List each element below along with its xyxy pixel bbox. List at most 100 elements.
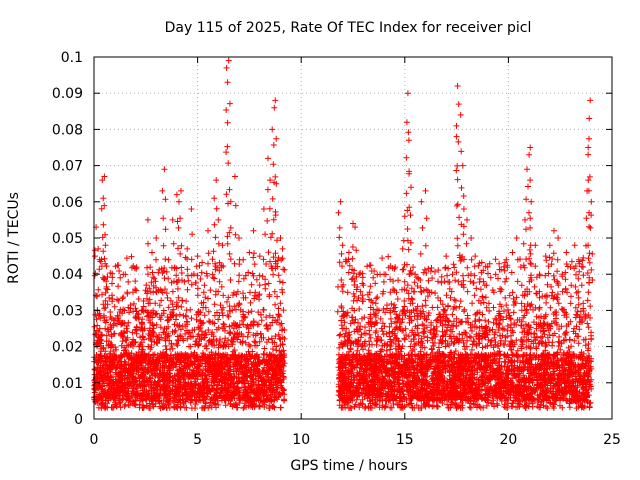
data-point	[494, 402, 501, 409]
data-point	[507, 315, 513, 322]
data-point	[163, 355, 170, 362]
data-point	[183, 298, 190, 305]
data-point	[243, 397, 250, 404]
data-point	[198, 328, 205, 335]
data-point	[173, 403, 180, 410]
data-point	[162, 342, 169, 349]
data-point	[202, 400, 209, 407]
data-point	[227, 256, 234, 263]
grid-lines	[94, 57, 612, 419]
data-point	[174, 356, 181, 363]
data-point	[195, 371, 202, 378]
data-point	[279, 279, 286, 286]
data-point	[120, 395, 127, 402]
data-point	[150, 322, 157, 329]
data-point	[467, 404, 474, 411]
data-point	[218, 375, 225, 382]
data-point	[264, 325, 271, 332]
data-point	[170, 355, 177, 362]
data-point	[260, 334, 267, 341]
data-point	[135, 371, 142, 378]
data-point	[163, 346, 170, 353]
data-point	[362, 403, 369, 410]
data-point	[151, 275, 158, 282]
data-point	[227, 363, 234, 370]
data-point	[193, 380, 200, 387]
data-point	[273, 343, 280, 350]
data-point	[336, 332, 343, 339]
data-point	[262, 368, 269, 375]
data-point	[121, 403, 128, 410]
data-point	[231, 347, 238, 354]
data-point	[255, 377, 262, 384]
data-point	[278, 320, 285, 327]
data-point	[248, 308, 255, 315]
data-point	[202, 294, 209, 301]
data-point	[258, 317, 265, 324]
data-point	[189, 392, 196, 399]
data-point	[124, 372, 131, 379]
chart-title: Day 115 of 2025, Rate Of TEC Index for r…	[165, 20, 532, 36]
data-point	[160, 307, 167, 314]
data-point	[251, 261, 258, 268]
data-point	[183, 395, 190, 402]
data-point	[556, 333, 563, 340]
data-point	[167, 354, 174, 361]
data-point	[111, 351, 118, 358]
data-point	[469, 328, 475, 334]
data-point	[128, 253, 135, 260]
data-point	[251, 338, 258, 345]
data-point	[253, 276, 260, 283]
data-point	[101, 255, 108, 262]
data-point	[275, 272, 282, 279]
data-point	[188, 315, 195, 322]
data-point	[227, 329, 234, 336]
data-point	[270, 403, 277, 410]
data-point	[576, 326, 583, 333]
data-point	[110, 404, 117, 411]
data-point	[276, 313, 283, 320]
data-point	[270, 271, 277, 278]
data-point	[176, 368, 183, 375]
data-point	[275, 312, 282, 318]
data-point	[223, 376, 229, 383]
data-point	[247, 343, 254, 350]
data-point	[248, 281, 255, 288]
data-point	[193, 316, 200, 323]
data-point	[280, 397, 287, 404]
data-point	[178, 303, 185, 310]
data-point	[566, 404, 573, 411]
data-point	[116, 397, 122, 404]
data-point	[269, 346, 276, 352]
data-point	[236, 272, 243, 279]
data-point	[201, 312, 208, 319]
data-point	[155, 378, 162, 385]
data-point	[183, 404, 190, 411]
data-point	[143, 403, 150, 410]
data-point	[201, 282, 208, 289]
data-point	[261, 404, 268, 410]
data-point	[132, 278, 139, 285]
data-point	[163, 392, 170, 399]
data-point	[177, 404, 184, 411]
data-point	[180, 312, 187, 319]
data-point	[115, 359, 122, 366]
data-point	[178, 264, 185, 271]
data-point	[147, 264, 154, 271]
data-point	[207, 287, 214, 294]
data-point	[160, 349, 167, 356]
data-point	[163, 405, 170, 412]
data-point	[187, 399, 194, 406]
data-point	[109, 280, 115, 287]
data-point	[239, 338, 246, 345]
data-point	[482, 317, 489, 324]
data-point	[174, 342, 181, 349]
data-point	[189, 371, 196, 378]
data-point	[501, 326, 507, 333]
data-point	[279, 370, 286, 377]
data-point	[117, 404, 124, 411]
data-point	[256, 282, 263, 289]
data-point	[98, 376, 105, 382]
data-point	[207, 319, 214, 326]
